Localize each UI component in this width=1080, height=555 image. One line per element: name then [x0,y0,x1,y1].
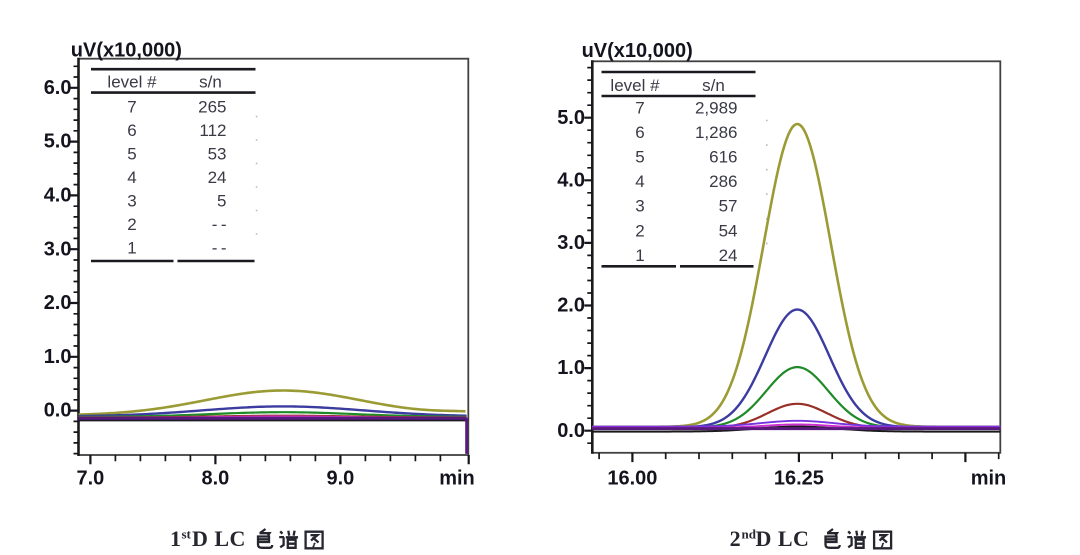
svg-text:1.0: 1.0 [44,346,72,368]
svg-text:4.0: 4.0 [557,169,585,191]
svg-text:6.0: 6.0 [44,77,72,99]
svg-text:2: 2 [127,215,136,234]
svg-text:4.0: 4.0 [44,185,72,207]
svg-text:3.0: 3.0 [557,232,585,254]
svg-text:4: 4 [127,168,136,187]
svg-text:3.0: 3.0 [44,238,72,260]
svg-text:level #: level # [107,72,157,91]
svg-text:nd: nd [742,527,757,542]
svg-text:uV(x10,000): uV(x10,000) [71,39,182,61]
svg-text:5: 5 [217,191,226,210]
svg-text:D LC: D LC [756,526,810,551]
svg-text:D LC: D LC [192,526,246,551]
svg-text:1: 1 [127,238,136,257]
svg-text:- -: - - [212,238,227,257]
svg-text:5: 5 [127,144,136,163]
svg-text:st: st [182,527,192,542]
svg-text:5.0: 5.0 [44,131,72,153]
svg-text:s/n: s/n [199,72,222,91]
svg-text:2: 2 [635,221,644,240]
svg-text:min: min [439,468,475,490]
svg-text:16.00: 16.00 [607,468,657,490]
svg-text:1: 1 [170,526,181,551]
svg-text:6: 6 [127,121,136,140]
svg-text:57: 57 [719,197,738,216]
svg-text:0.0: 0.0 [557,420,585,442]
svg-text:1: 1 [635,246,644,265]
svg-text:616: 616 [709,148,737,167]
svg-text:3: 3 [127,191,136,210]
svg-text:uV(x10,000): uV(x10,000) [582,40,693,62]
svg-text:min: min [971,468,1007,490]
svg-text:7: 7 [635,98,644,117]
svg-text:level #: level # [610,76,660,95]
svg-text:1.0: 1.0 [557,357,585,379]
svg-text:- -: - - [212,215,227,234]
svg-text:53: 53 [208,144,227,163]
svg-text:1,286: 1,286 [695,123,738,142]
svg-text:265: 265 [198,97,226,116]
svg-text:5: 5 [635,148,644,167]
svg-text:2,989: 2,989 [695,98,738,117]
svg-text:5.0: 5.0 [557,107,585,129]
svg-text:16.25: 16.25 [774,468,824,490]
svg-text:4: 4 [635,172,644,191]
svg-text:2.0: 2.0 [44,292,72,314]
svg-text:6: 6 [635,123,644,142]
svg-text:7: 7 [127,97,136,116]
svg-text:0.0: 0.0 [44,400,72,422]
svg-text:2.0: 2.0 [557,295,585,317]
svg-text:24: 24 [208,168,227,187]
svg-text:8.0: 8.0 [201,468,229,490]
svg-text:54: 54 [719,221,738,240]
svg-text:9.0: 9.0 [326,468,354,490]
svg-text:24: 24 [719,246,738,265]
svg-text:s/n: s/n [702,76,725,95]
svg-text:286: 286 [709,172,737,191]
svg-text:7.0: 7.0 [76,468,104,490]
svg-text:3: 3 [635,197,644,216]
svg-text:112: 112 [199,121,226,140]
svg-text:2: 2 [730,526,741,551]
